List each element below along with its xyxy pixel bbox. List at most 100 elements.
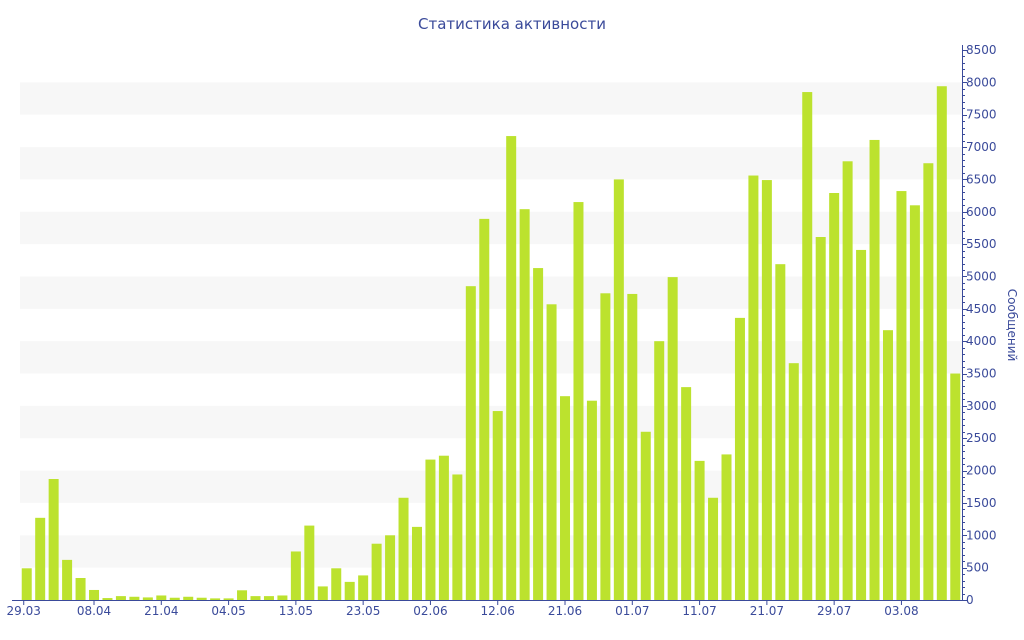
y-tick-label: 8000 bbox=[966, 75, 997, 89]
bar bbox=[519, 209, 530, 601]
bar bbox=[869, 139, 880, 601]
bar bbox=[358, 575, 369, 600]
y-tick-label: 7500 bbox=[966, 108, 997, 122]
bar bbox=[546, 304, 557, 600]
x-tick-label: 12.06 bbox=[481, 604, 515, 618]
y-tick-label: 0 bbox=[966, 593, 974, 607]
bar bbox=[237, 590, 248, 600]
bar bbox=[438, 455, 449, 600]
y-tick-label: 1500 bbox=[966, 496, 997, 510]
bar bbox=[223, 598, 234, 600]
bar bbox=[196, 597, 207, 600]
bar bbox=[169, 597, 180, 600]
bar bbox=[560, 396, 571, 600]
y-tick-label: 2000 bbox=[966, 464, 997, 478]
bar bbox=[492, 411, 503, 600]
bar bbox=[533, 268, 544, 600]
y-tick-label: 4000 bbox=[966, 334, 997, 348]
bar bbox=[708, 497, 719, 600]
bar bbox=[721, 454, 732, 600]
x-tick-label: 04.05 bbox=[211, 604, 245, 618]
bar bbox=[586, 400, 597, 600]
bar bbox=[129, 596, 140, 600]
bar bbox=[263, 596, 274, 600]
y-tick-label: 5500 bbox=[966, 237, 997, 251]
bar bbox=[411, 526, 422, 600]
bar bbox=[761, 180, 772, 600]
bar bbox=[815, 237, 826, 600]
bar bbox=[331, 568, 342, 600]
bar bbox=[681, 387, 692, 600]
x-tick-label: 13.05 bbox=[279, 604, 313, 618]
bar bbox=[573, 202, 584, 600]
y-tick-label: 5000 bbox=[966, 269, 997, 283]
y-tick-label: 500 bbox=[966, 561, 989, 575]
bar bbox=[115, 596, 126, 600]
bar bbox=[856, 249, 867, 601]
bar bbox=[62, 559, 73, 600]
y-tick-label: 3500 bbox=[966, 367, 997, 381]
bar bbox=[290, 551, 301, 600]
x-tick-label: 08.04 bbox=[77, 604, 111, 618]
bar bbox=[317, 586, 328, 600]
bar bbox=[882, 330, 893, 600]
bar bbox=[35, 517, 46, 600]
grid-band bbox=[20, 82, 962, 115]
y-tick-label: 3000 bbox=[966, 399, 997, 413]
bar bbox=[452, 474, 463, 600]
y-tick-label: 8500 bbox=[966, 43, 997, 57]
bar bbox=[734, 317, 745, 600]
bar bbox=[398, 497, 409, 600]
y-tick-label: 7000 bbox=[966, 140, 997, 154]
y-tick-label: 1000 bbox=[966, 528, 997, 542]
bar bbox=[385, 535, 396, 600]
x-tick-label: 23.05 bbox=[346, 604, 380, 618]
x-tick-label: 29.03 bbox=[7, 604, 41, 618]
bar bbox=[425, 459, 436, 600]
x-tick-label: 11.07 bbox=[682, 604, 716, 618]
y-tick-label: 4500 bbox=[966, 302, 997, 316]
bar bbox=[842, 161, 853, 600]
bar bbox=[183, 596, 194, 600]
bar bbox=[600, 293, 611, 600]
bar bbox=[950, 373, 961, 600]
grid-band bbox=[20, 147, 962, 180]
bar bbox=[75, 578, 86, 600]
bar bbox=[667, 277, 678, 600]
bar bbox=[506, 136, 517, 600]
bar bbox=[775, 264, 786, 600]
bar bbox=[640, 431, 651, 600]
x-tick-label: 29.07 bbox=[817, 604, 851, 618]
bar bbox=[48, 479, 59, 600]
bar bbox=[788, 363, 799, 600]
bar bbox=[748, 175, 759, 600]
bar bbox=[371, 543, 382, 600]
bar bbox=[304, 525, 315, 600]
bar bbox=[21, 568, 32, 600]
x-tick-label: 02.06 bbox=[413, 604, 447, 618]
chart-title: Статистика активности bbox=[418, 15, 606, 33]
bar bbox=[654, 341, 665, 600]
bar bbox=[156, 595, 167, 600]
x-tick-label: 21.06 bbox=[548, 604, 582, 618]
bar bbox=[802, 92, 813, 600]
y-tick-label: 6500 bbox=[966, 172, 997, 186]
x-tick-label: 21.04 bbox=[144, 604, 178, 618]
bar bbox=[465, 286, 476, 600]
bar bbox=[210, 598, 221, 600]
bar bbox=[344, 581, 355, 600]
bar bbox=[250, 596, 261, 600]
bar bbox=[277, 595, 288, 600]
x-tick-label: 03.08 bbox=[884, 604, 918, 618]
y-tick-label: 6000 bbox=[966, 205, 997, 219]
bar bbox=[694, 460, 705, 600]
bar bbox=[613, 179, 624, 601]
y-tick-label: 2500 bbox=[966, 431, 997, 445]
bar bbox=[936, 86, 947, 600]
bar bbox=[142, 597, 153, 600]
bar bbox=[829, 193, 840, 600]
x-tick-label: 21.07 bbox=[750, 604, 784, 618]
bar bbox=[896, 191, 907, 600]
bar bbox=[627, 293, 638, 600]
